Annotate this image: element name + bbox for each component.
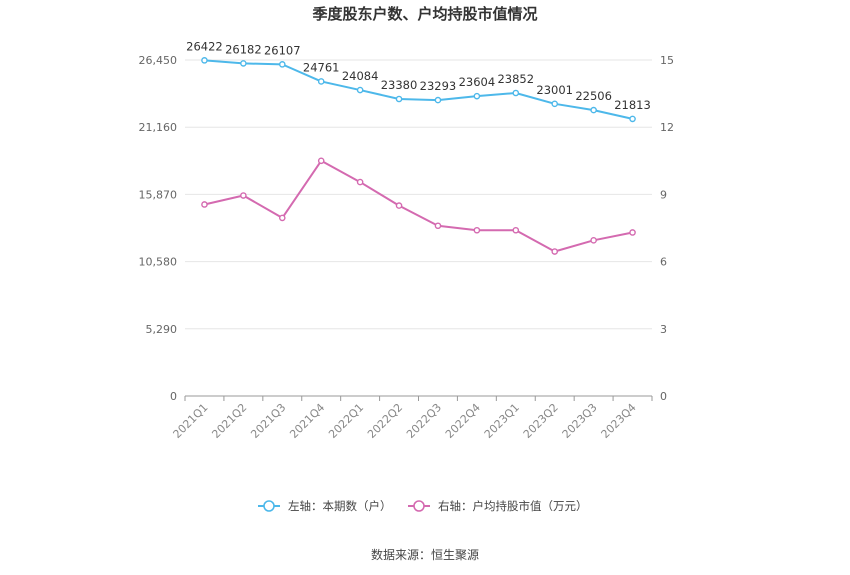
data-point xyxy=(590,237,597,244)
x-tick-label: 2023Q3 xyxy=(560,401,600,441)
x-tick-label: 2021Q3 xyxy=(248,401,288,441)
data-point xyxy=(434,222,442,230)
left-axis-ticks: 0 5,290 10,580 15,870 21,160 26,450 xyxy=(139,54,178,403)
legend: 左轴：本期数（户） 右轴：户均持股市值（万元） xyxy=(258,499,588,513)
left-tick-label: 10,580 xyxy=(139,256,178,269)
data-label: 24761 xyxy=(303,60,340,74)
data-label: 23001 xyxy=(536,83,573,97)
x-tick-label: 2023Q2 xyxy=(521,401,561,441)
data-point xyxy=(434,96,442,104)
data-point xyxy=(590,106,597,114)
right-tick-label: 9 xyxy=(660,188,667,201)
right-tick-label: 12 xyxy=(660,121,674,134)
right-tick-label: 0 xyxy=(660,390,667,403)
left-tick-label: 21,160 xyxy=(139,121,178,134)
left-tick-label: 26,450 xyxy=(139,54,178,67)
chart-title: 季度股东户数、户均持股市值情况 xyxy=(312,5,537,23)
data-label: 26107 xyxy=(264,43,301,57)
data-label: 21813 xyxy=(614,98,651,112)
left-tick-label: 0 xyxy=(170,390,177,403)
right-tick-label: 6 xyxy=(660,256,667,269)
legend-marker xyxy=(263,500,275,512)
x-tick-label: 2021Q2 xyxy=(209,401,249,441)
data-point xyxy=(395,95,403,103)
data-label: 24084 xyxy=(342,69,379,83)
data-point xyxy=(240,192,247,199)
data-point xyxy=(278,61,286,68)
data-label: 23380 xyxy=(381,78,418,92)
data-label: 23604 xyxy=(459,75,496,89)
data-point xyxy=(629,229,636,236)
data-point xyxy=(356,178,364,186)
legend-label: 右轴：户均持股市值（万元） xyxy=(438,499,588,513)
left-tick-label: 5,290 xyxy=(146,323,178,336)
left-tick-label: 15,870 xyxy=(139,188,178,201)
data-point xyxy=(317,78,325,85)
right-tick-label: 3 xyxy=(660,323,667,336)
data-point xyxy=(473,92,481,100)
data-point xyxy=(356,86,364,94)
data-point xyxy=(201,201,208,208)
x-tick-label: 2021Q1 xyxy=(171,401,211,441)
right-tick-label: 15 xyxy=(660,54,674,67)
data-label: 23293 xyxy=(420,79,457,93)
x-tick-label: 2023Q1 xyxy=(482,401,522,441)
data-point xyxy=(395,202,403,209)
source-note: 数据来源：恒生聚源 xyxy=(371,547,479,562)
data-label: 26182 xyxy=(225,42,262,56)
data-point xyxy=(512,89,520,97)
data-point xyxy=(240,60,247,67)
data-label: 23852 xyxy=(497,72,534,86)
x-axis: 2021Q12021Q22021Q32021Q42022Q12022Q22022… xyxy=(171,395,653,441)
data-label: 26422 xyxy=(186,39,223,53)
data-point xyxy=(551,100,559,108)
data-label: 22506 xyxy=(575,89,612,103)
grid-lines xyxy=(185,59,652,330)
right-axis-ticks: 0 3 6 9 12 15 xyxy=(660,54,674,403)
legend-item-holders: 左轴：本期数（户） xyxy=(258,499,392,513)
x-tick-label: 2021Q4 xyxy=(287,401,327,441)
x-tick-label: 2022Q1 xyxy=(326,401,366,441)
series-line-holders xyxy=(204,59,633,120)
x-tick-label: 2023Q4 xyxy=(599,401,639,441)
data-point xyxy=(317,157,325,165)
legend-marker xyxy=(413,500,425,512)
data-point xyxy=(473,226,481,234)
data-point xyxy=(629,115,636,123)
legend-label: 左轴：本期数（户） xyxy=(288,499,392,513)
x-tick-label: 2022Q2 xyxy=(365,401,405,441)
x-tick-label: 2022Q3 xyxy=(404,401,444,441)
series-line-avg-value xyxy=(204,159,633,253)
x-tick-label: 2022Q4 xyxy=(443,401,483,441)
legend-item-avg-value: 右轴：户均持股市值（万元） xyxy=(408,499,588,513)
data-point xyxy=(512,226,520,234)
data-point xyxy=(278,214,286,222)
data-point xyxy=(551,248,559,255)
data-point xyxy=(201,57,208,64)
